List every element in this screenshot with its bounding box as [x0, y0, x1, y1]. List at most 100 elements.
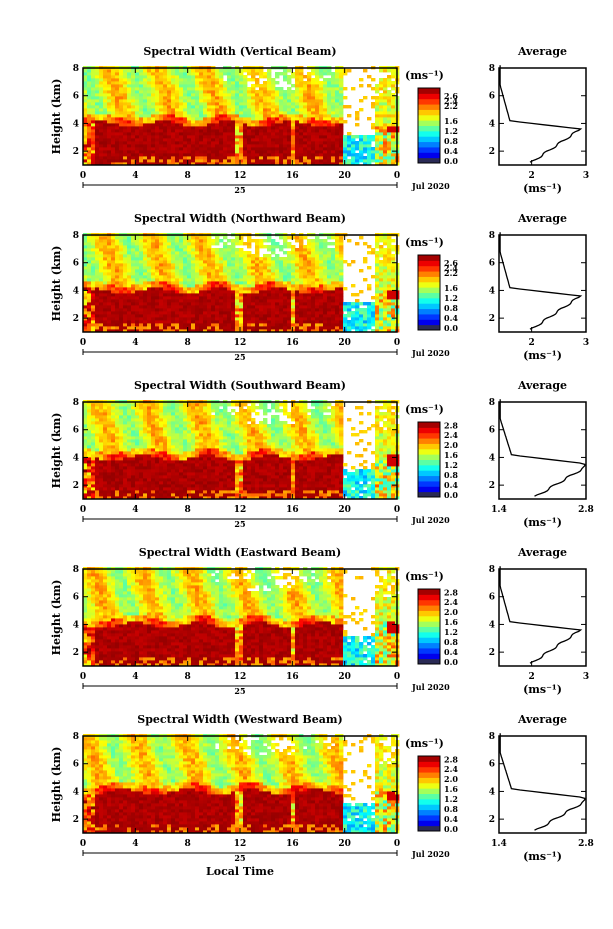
heatmap-cell [163, 302, 168, 306]
heatmap-cell [315, 99, 320, 103]
heatmap-cell [251, 302, 256, 306]
heatmap-cell [139, 293, 144, 297]
heatmap-cell [99, 135, 104, 139]
heatmap-cell [115, 132, 120, 136]
heatmap-cell [91, 296, 96, 300]
heatmap-cell [227, 245, 232, 249]
heatmap-cell [235, 257, 240, 261]
heatmap-cell [319, 284, 324, 288]
heatmap-cell [295, 75, 300, 79]
heatmap-cell [111, 111, 116, 115]
heatmap-cell [187, 120, 192, 124]
heatmap-cell [375, 96, 380, 100]
heatmap-cell [135, 236, 140, 240]
heatmap-cell [335, 105, 340, 109]
heatmap-cell [83, 251, 88, 255]
heatmap-cell [263, 132, 268, 136]
heatmap-cell [87, 475, 92, 479]
heatmap-cell [251, 108, 256, 112]
heatmap-cell [91, 93, 96, 97]
heatmap-cell [251, 138, 256, 142]
heatmap-cell [199, 236, 204, 240]
heatmap-cell [83, 75, 88, 79]
heatmap-cell [363, 138, 368, 142]
heatmap-cell [147, 144, 152, 148]
heatmap-cell [239, 284, 244, 288]
heatmap-cell [147, 132, 152, 136]
heatmap-cell [243, 135, 248, 139]
heatmap-cell [103, 290, 108, 294]
heatmap-cell [279, 93, 284, 97]
heatmap-cell [335, 308, 340, 312]
heatmap-cell [275, 260, 280, 264]
heatmap-cell [183, 287, 188, 291]
heatmap-cell [335, 93, 340, 97]
heatmap-cell [327, 254, 332, 258]
heatmap-cell [163, 135, 168, 139]
heatmap-cell [219, 263, 224, 267]
heatmap-cell [83, 496, 88, 500]
heatmap-cell [243, 114, 248, 118]
heatmap-cell [299, 248, 304, 252]
heatmap-cell [187, 293, 192, 297]
heatmap-cell [139, 159, 144, 163]
heatmap-cell [87, 409, 92, 413]
heatmap-cell [279, 311, 284, 315]
heatmap-cell [379, 123, 384, 127]
heatmap-cell [91, 260, 96, 264]
heatmap-cell [107, 117, 112, 121]
heatmap-cell [307, 242, 312, 246]
heatmap-cell [115, 75, 120, 79]
heatmap-cell [139, 254, 144, 258]
heatmap-cell [291, 72, 296, 76]
heatmap-cell [95, 278, 100, 282]
heatmap-cell [95, 266, 100, 270]
heatmap-cell [375, 266, 380, 270]
heatmap-cell [135, 111, 140, 115]
heatmap-cell [139, 120, 144, 124]
heatmap-cell [291, 323, 296, 327]
heatmap-cell [187, 156, 192, 160]
heatmap-cell [359, 84, 364, 88]
heatmap-cell [191, 147, 196, 151]
heatmap-cell [155, 314, 160, 318]
heatmap-cell [387, 111, 392, 115]
heatmap-cell [203, 126, 208, 130]
heatmap-cell [307, 129, 312, 133]
heatmap-cell [167, 78, 172, 82]
heatmap-cell [339, 78, 344, 82]
heatmap-cell [159, 248, 164, 252]
heatmap-cell [163, 156, 168, 160]
heatmap-cell [299, 108, 304, 112]
heatmap-cell [223, 99, 228, 103]
heatmap-cell [207, 263, 212, 267]
heatmap-cell [183, 275, 188, 279]
heatmap-cell [303, 108, 308, 112]
heatmap-cell [127, 260, 132, 264]
heatmap-cell [203, 311, 208, 315]
heatmap-cell [375, 239, 380, 243]
heatmap-cell [367, 144, 372, 148]
heatmap-cell [319, 90, 324, 94]
heatmap-cell [159, 135, 164, 139]
heatmap-cell [155, 251, 160, 255]
heatmap-cell [315, 144, 320, 148]
heatmap-cell [195, 311, 200, 315]
heatmap-cell [243, 96, 248, 100]
heatmap-cell [331, 147, 336, 151]
heatmap-cell [103, 296, 108, 300]
heatmap-cell [255, 141, 260, 145]
heatmap-cell [91, 147, 96, 151]
heatmap-cell [187, 153, 192, 157]
x-tick-label: 12 [234, 338, 247, 348]
heatmap-cell [207, 159, 212, 163]
heatmap-cell [103, 162, 108, 166]
heatmap-cell [155, 254, 160, 258]
heatmap-cell [207, 108, 212, 112]
heatmap-cell [151, 153, 156, 157]
heatmap-cell [299, 266, 304, 270]
heatmap-cell [339, 281, 344, 285]
colorbar-tick-label: 0.8 [444, 136, 458, 146]
heatmap-cell [251, 257, 256, 261]
heatmap-cell [271, 266, 276, 270]
